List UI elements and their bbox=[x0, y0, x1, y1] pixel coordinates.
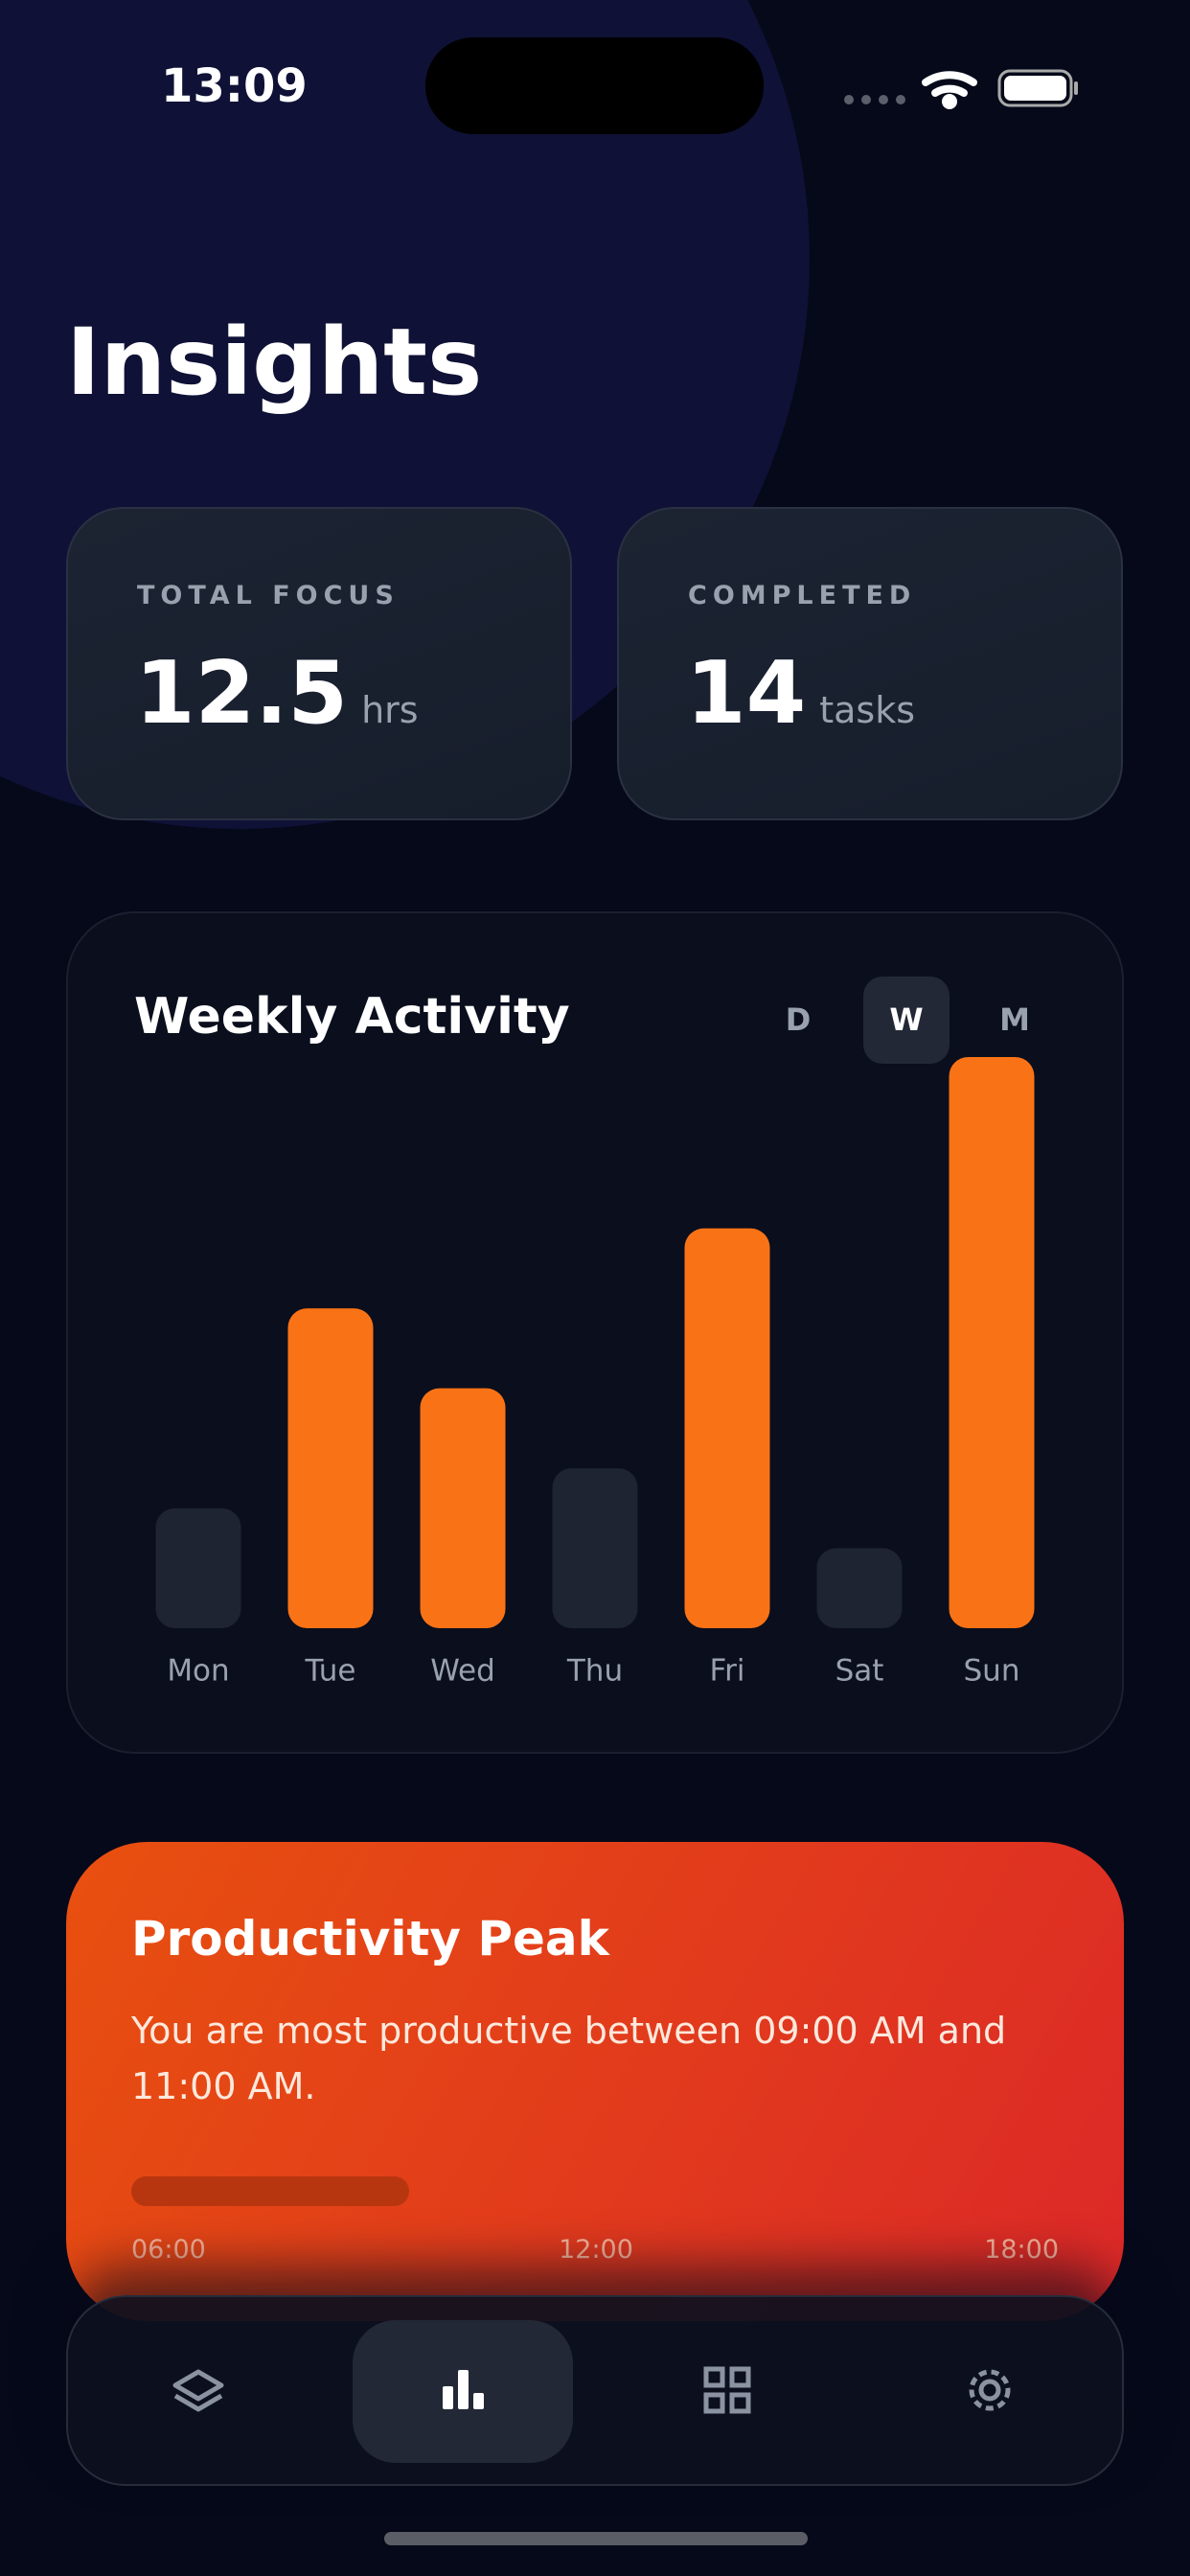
tab-grid[interactable] bbox=[703, 2366, 751, 2414]
chart-title: Weekly Activity bbox=[134, 988, 570, 1046]
x-tick-label: Tue bbox=[305, 1654, 356, 1689]
timeline-label: 18:00 bbox=[984, 2235, 1059, 2265]
bar bbox=[287, 1308, 374, 1628]
bar bbox=[155, 1507, 241, 1628]
bar bbox=[552, 1468, 638, 1628]
stat-row: 12.5 hrs bbox=[135, 643, 419, 744]
stat-card: COMPLETED 14 tasks bbox=[617, 507, 1123, 820]
battery-level bbox=[1004, 76, 1066, 101]
battery bbox=[997, 69, 1073, 107]
insight-text: You are most productive between 09:00 AM… bbox=[131, 2010, 1007, 2107]
battery-tip bbox=[1074, 81, 1078, 95]
home-indicator bbox=[384, 2532, 808, 2545]
period-option[interactable]: M bbox=[999, 1001, 1030, 1038]
dynamic-island bbox=[425, 37, 764, 134]
bar bbox=[684, 1228, 770, 1628]
stat-card: TOTAL FOCUS 12.5 hrs bbox=[66, 507, 572, 820]
peak-range bbox=[131, 2176, 409, 2206]
period-selected bbox=[863, 977, 950, 1064]
stat-label: COMPLETED bbox=[688, 581, 917, 610]
stat-unit: tasks bbox=[819, 689, 916, 731]
stat-label: TOTAL FOCUS bbox=[137, 581, 400, 610]
timeline-label-text: 12:00 bbox=[559, 2235, 633, 2265]
x-tick-label: Sat bbox=[835, 1654, 884, 1689]
x-tick-label: Sun bbox=[964, 1654, 1020, 1689]
signal bbox=[844, 95, 905, 104]
insight-card: Productivity Peak You are most productiv… bbox=[66, 1842, 1124, 2321]
stat-unit: hrs bbox=[361, 689, 419, 731]
x-tick-label: Thu bbox=[566, 1654, 623, 1689]
wifi-icon bbox=[922, 71, 977, 109]
tab-settings[interactable] bbox=[969, 2369, 1011, 2411]
x-tick-label: Wed bbox=[430, 1654, 495, 1689]
stat-row: 14 tasks bbox=[686, 643, 915, 744]
page-title: Insights bbox=[66, 309, 483, 416]
tab-icons bbox=[172, 2320, 1011, 2545]
bar bbox=[816, 1548, 903, 1628]
stat-value: 14 bbox=[686, 643, 807, 744]
timeline-label: 06:00 bbox=[131, 2235, 206, 2265]
tab-chart[interactable] bbox=[443, 2370, 484, 2409]
x-tick-label: Fri bbox=[710, 1654, 745, 1689]
period-option[interactable]: W bbox=[889, 1001, 923, 1038]
bar bbox=[949, 1057, 1035, 1628]
period-option[interactable]: D bbox=[786, 1001, 812, 1038]
insight-title: Productivity Peak bbox=[131, 1911, 609, 1966]
status-time: 13:09 bbox=[161, 59, 308, 113]
stat-value: 12.5 bbox=[135, 643, 349, 744]
tab-layers[interactable] bbox=[172, 2369, 224, 2412]
chart: Weekly Activity D W M Mon Tue Wed Thu Fri Sat Sun bbox=[134, 977, 1035, 1689]
tab-bar bbox=[66, 2295, 1124, 2486]
bar bbox=[420, 1388, 506, 1628]
x-tick-label: Mon bbox=[167, 1654, 229, 1689]
